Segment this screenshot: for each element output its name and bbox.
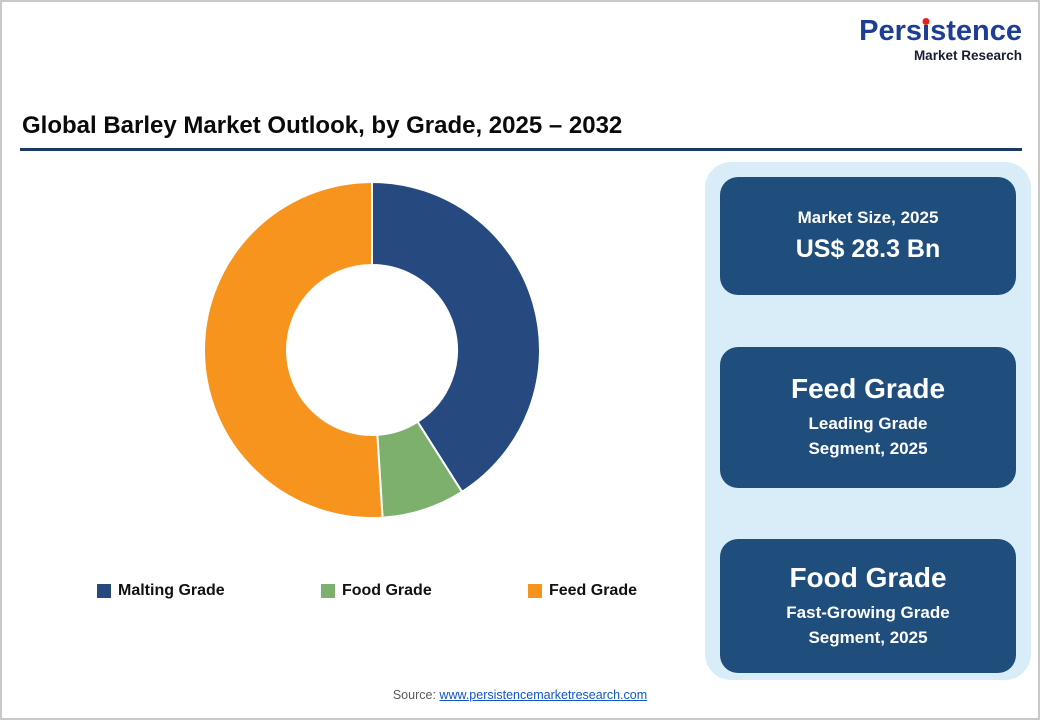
legend-label-food-grade: Food Grade: [341, 582, 432, 599]
legend-swatch-feed-grade: [527, 584, 542, 598]
logo-tagline: Market Research: [913, 48, 1022, 64]
leading-segment-subtitle-line2: Segment, 2025: [808, 439, 928, 458]
source-line: Source: www.persistencemarketresearch.co…: [2, 688, 1038, 702]
leading-segment-box: Feed Grade Leading Grade Segment, 2025: [720, 347, 1016, 488]
legend-swatch-food-grade: [320, 584, 335, 598]
legend-item-malting-grade: Malting Grade: [97, 582, 225, 600]
donut-chart: [203, 180, 541, 519]
page-title: Global Barley Market Outlook, by Grade, …: [22, 112, 623, 139]
fast-growing-segment-subtitle-line1: Fast-Growing Grade: [786, 602, 950, 622]
stats-panel: Market Size, 2025 US$ 28.3 Bn Feed Grade…: [705, 162, 1031, 680]
source-link[interactable]: www.persistencemarketresearch.com: [439, 688, 648, 702]
fast-growing-segment-subtitle-line2: Segment, 2025: [808, 627, 928, 647]
donut-segment-malting-grade: [371, 180, 541, 494]
market-size-label: Market Size, 2025: [797, 208, 939, 227]
source-label: Source:: [392, 688, 436, 702]
leading-segment-subtitle-line1: Leading Grade: [808, 414, 928, 434]
legend-item-food-grade: Food Grade: [320, 582, 432, 600]
logo-text-pre: Pers: [859, 15, 923, 47]
legend-item-feed-grade: Feed Grade: [527, 582, 637, 600]
leading-segment-title: Feed Grade: [790, 373, 946, 405]
pmr-logo: Persistence Market Research: [859, 15, 1022, 64]
logo-wordmark: Persistence: [859, 15, 1022, 47]
legend-label-malting-grade: Malting Grade: [118, 582, 225, 599]
legend-label-feed-grade: Feed Grade: [548, 582, 637, 599]
logo-red-dot-i: i: [922, 15, 931, 47]
market-size-box: Market Size, 2025 US$ 28.3 Bn: [720, 177, 1016, 295]
title-underline: [20, 148, 1022, 151]
fast-growing-segment-title: Food Grade: [789, 561, 947, 593]
logo-text-post: stence: [930, 15, 1022, 47]
chart-legend: Malting Grade Food Grade Feed Grade: [97, 582, 637, 600]
fast-growing-segment-box: Food Grade Fast-Growing Grade Segment, 2…: [720, 539, 1016, 673]
legend-swatch-malting-grade: [97, 584, 111, 598]
donut-segment-feed-grade: [203, 180, 384, 519]
market-size-value: US$ 28.3 Bn: [795, 235, 941, 263]
